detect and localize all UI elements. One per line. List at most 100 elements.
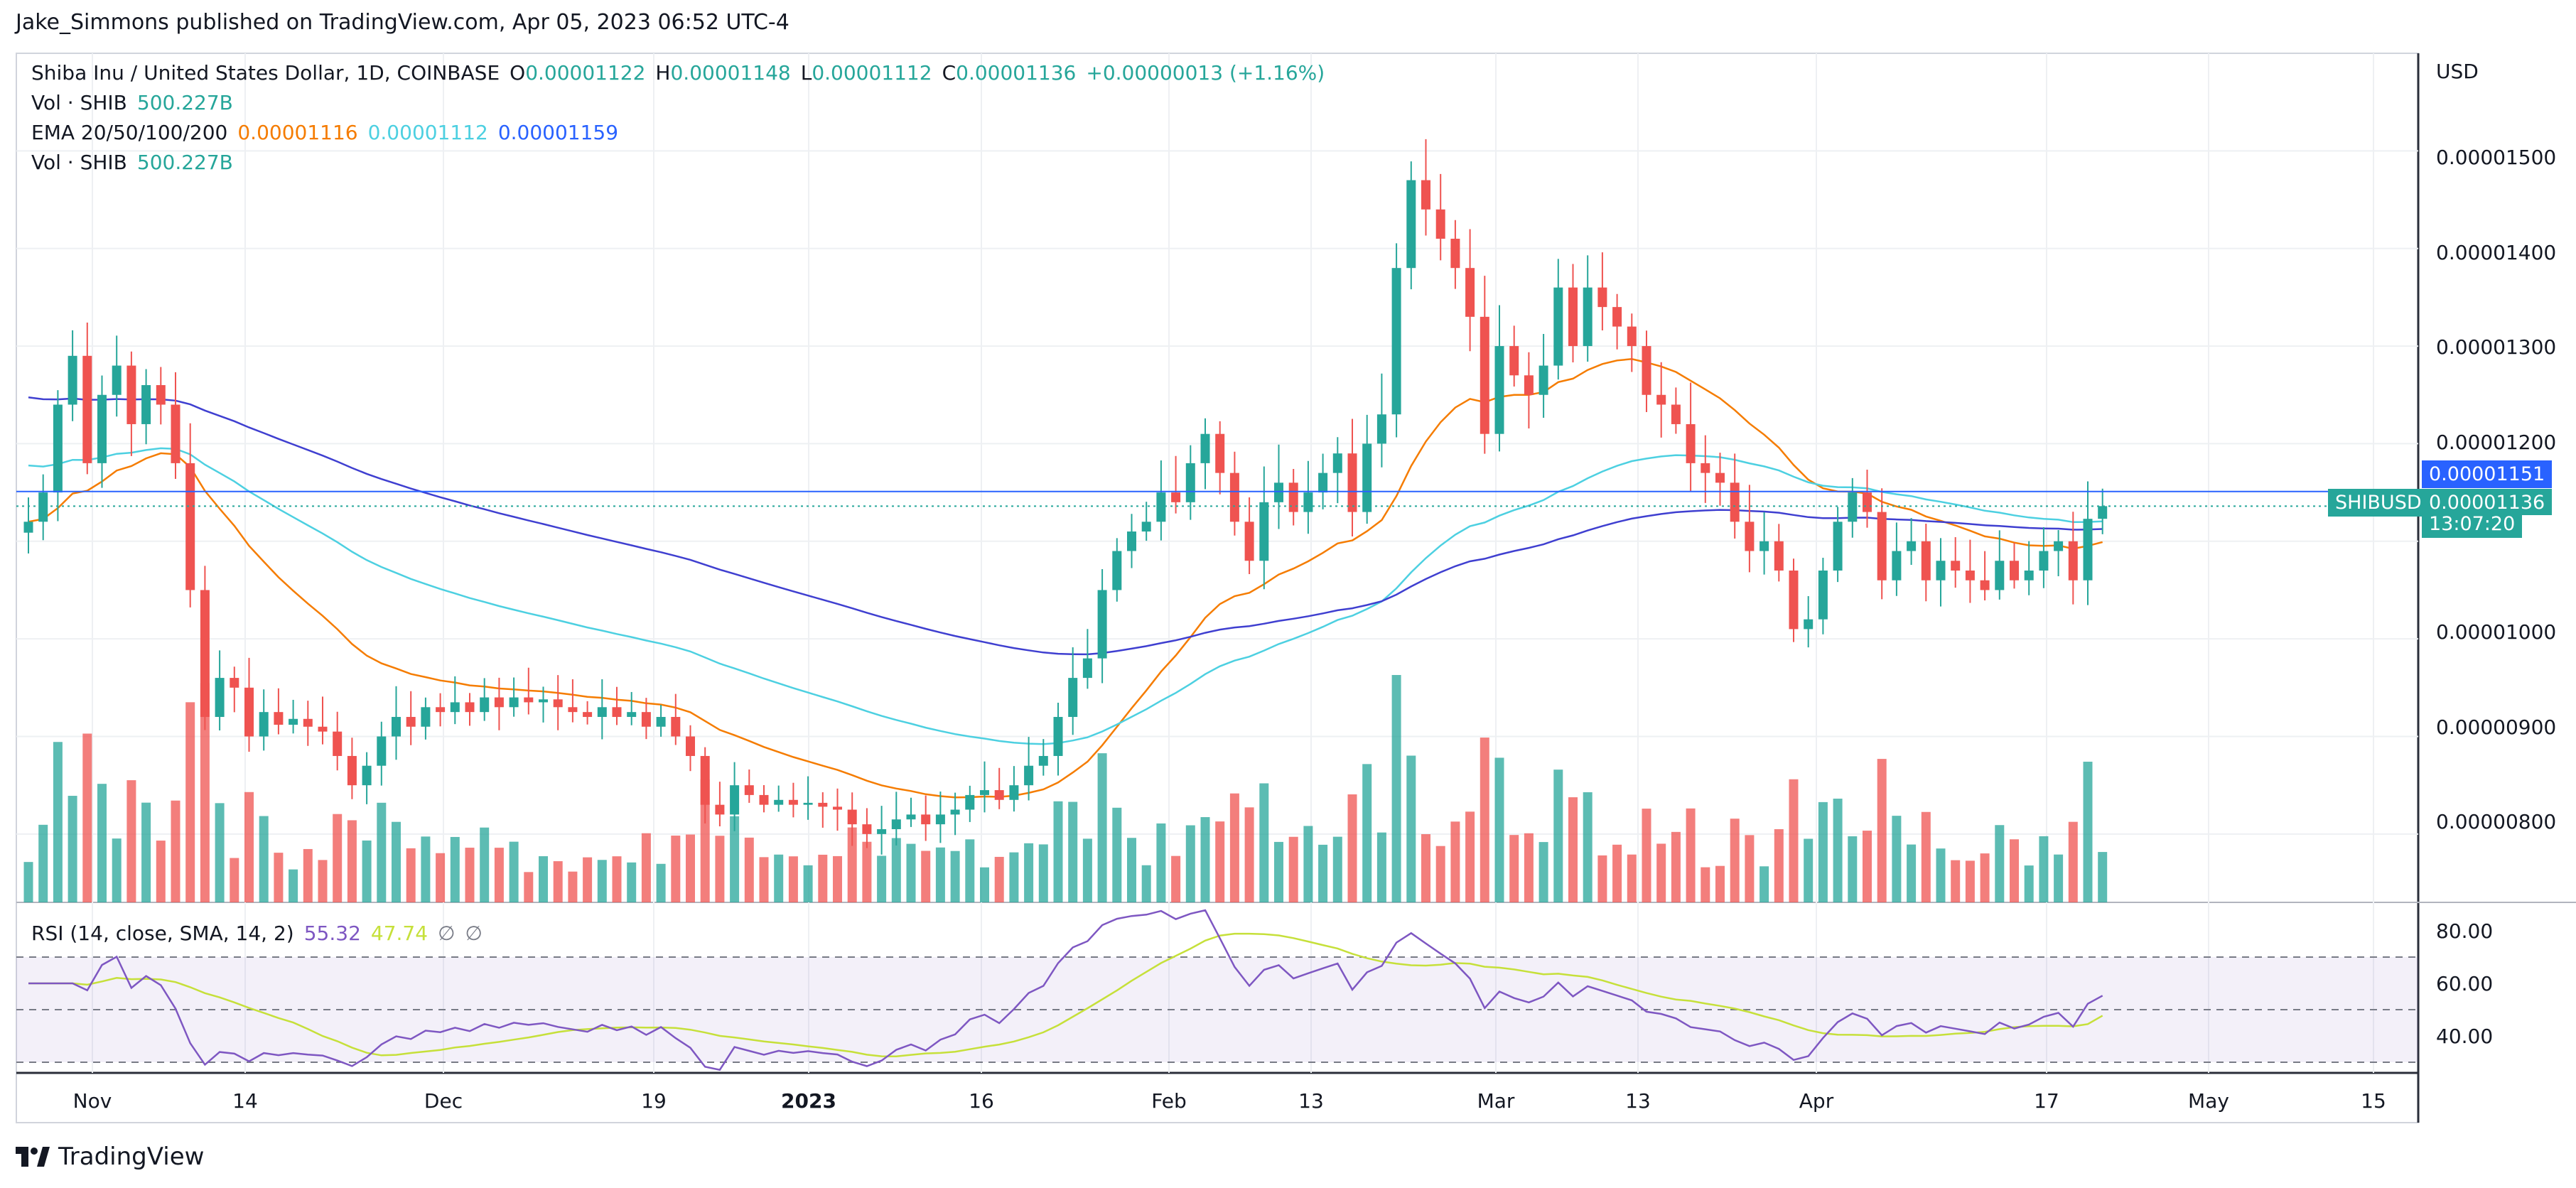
ema50-line xyxy=(28,447,2103,745)
open-label: O xyxy=(510,61,526,85)
volume-bar xyxy=(1480,738,1489,902)
rsi-label[interactable]: RSI (14, close, SMA, 14, 2) xyxy=(31,922,294,945)
candle-body xyxy=(862,824,872,834)
candle-body xyxy=(259,712,269,737)
candle-body xyxy=(1509,346,1519,376)
volume-bar xyxy=(612,856,622,902)
candle-body xyxy=(1759,541,1769,551)
candle-body xyxy=(244,687,254,737)
ema-price-tag: 0.00001151 xyxy=(2422,460,2553,488)
volume-bar xyxy=(539,856,548,902)
volume-bar xyxy=(803,865,813,902)
volume-label-2[interactable]: Vol · SHIB xyxy=(31,151,127,174)
tradingview-brand[interactable]: TradingView xyxy=(16,1143,204,1171)
volume-bar xyxy=(1156,823,1166,902)
volume-bar xyxy=(1024,843,1034,902)
volume-bar xyxy=(1701,867,1710,902)
candle-body xyxy=(1848,492,1858,522)
volume-bar xyxy=(509,841,519,902)
candle-body xyxy=(1921,541,1931,580)
volume-bar xyxy=(980,867,989,902)
volume-bar xyxy=(2098,852,2108,902)
candle-body xyxy=(994,790,1004,800)
volume-bar xyxy=(1376,832,1386,902)
price-tick: 0.00000900 xyxy=(2436,716,2557,739)
volume-bar xyxy=(759,857,769,902)
ema-label[interactable]: EMA 20/50/100/200 xyxy=(31,121,228,144)
volume-bar xyxy=(833,855,842,902)
volume-bar xyxy=(377,802,387,902)
candle-body xyxy=(1656,394,1666,405)
candle-body xyxy=(1347,453,1357,512)
volume-bar xyxy=(1774,828,1784,902)
candle-body xyxy=(1141,522,1151,532)
candle-body xyxy=(1259,502,1269,561)
time-tick: 15 xyxy=(2361,1089,2386,1113)
volume-bar xyxy=(1789,779,1799,902)
ema100-value: 0.00001159 xyxy=(497,121,619,144)
candle-body xyxy=(1597,287,1607,308)
candle-body xyxy=(1127,531,1136,551)
candle-body xyxy=(68,355,77,405)
candle-body xyxy=(833,806,842,810)
volume-bar xyxy=(2083,762,2093,902)
candle-body xyxy=(965,794,975,810)
candle-body xyxy=(1053,717,1063,756)
candle-body xyxy=(1303,492,1313,512)
volume-bar xyxy=(700,779,710,902)
price-tick: 0.00001200 xyxy=(2436,431,2557,454)
currency-label: USD xyxy=(2436,60,2479,83)
candle-body xyxy=(2010,561,2019,580)
volume-bar xyxy=(244,792,254,902)
symbol-name[interactable]: Shiba Inu / United States Dollar, 1D, CO… xyxy=(31,61,500,85)
volume-bar xyxy=(406,848,416,902)
candle-body xyxy=(759,794,769,805)
volume-bar xyxy=(126,780,136,902)
volume-bar xyxy=(1686,808,1696,902)
volume-bar xyxy=(1759,866,1769,902)
candle-body xyxy=(980,790,989,795)
candle-body xyxy=(1215,433,1225,473)
volume-label[interactable]: Vol · SHIB xyxy=(31,91,127,114)
volume-bar xyxy=(362,840,372,902)
volume-legend-2: Vol · SHIB 500.227B xyxy=(31,151,243,174)
close-value: 0.00001136 xyxy=(956,61,1077,85)
candle-body xyxy=(788,799,798,805)
volume-bar xyxy=(1127,838,1136,902)
volume-bar xyxy=(200,683,210,902)
candle-body xyxy=(1524,375,1534,395)
candle-body xyxy=(583,712,593,718)
candle-body xyxy=(1421,180,1430,210)
candle-body xyxy=(200,590,210,718)
candle-body xyxy=(1288,482,1298,512)
volume-bar xyxy=(847,827,857,902)
rsi-tick: 40.00 xyxy=(2436,1025,2494,1048)
volume-bar xyxy=(1347,794,1357,902)
candle-body xyxy=(406,717,416,727)
rsi-sma-value: 47.74 xyxy=(370,922,429,945)
candle-body xyxy=(1082,658,1092,679)
volume-bar xyxy=(1892,816,1902,902)
close-label: C xyxy=(942,61,956,85)
candle-body xyxy=(1200,433,1210,463)
volume-bar xyxy=(2054,854,2064,902)
volume-bar xyxy=(1406,755,1416,902)
volume-bar xyxy=(112,838,122,902)
rsi-legend: RSI (14, close, SMA, 14, 2) 55.32 47.74 ∅ ∅ xyxy=(31,922,492,945)
candle-body xyxy=(1863,492,1872,512)
candle-body xyxy=(641,712,651,727)
candle-body xyxy=(950,809,960,815)
time-tick: May xyxy=(2188,1089,2229,1113)
candle-body xyxy=(1376,414,1386,444)
volume-bar xyxy=(1965,860,1975,902)
volume-bar xyxy=(1288,836,1298,902)
volume-bar xyxy=(333,814,343,902)
candle-body xyxy=(1627,326,1637,347)
candle-body xyxy=(730,785,740,815)
candle-body xyxy=(97,394,107,463)
candle-body xyxy=(568,707,578,713)
candle-body xyxy=(1171,492,1181,502)
candle-body xyxy=(362,765,372,786)
brand-name: TradingView xyxy=(58,1143,205,1171)
